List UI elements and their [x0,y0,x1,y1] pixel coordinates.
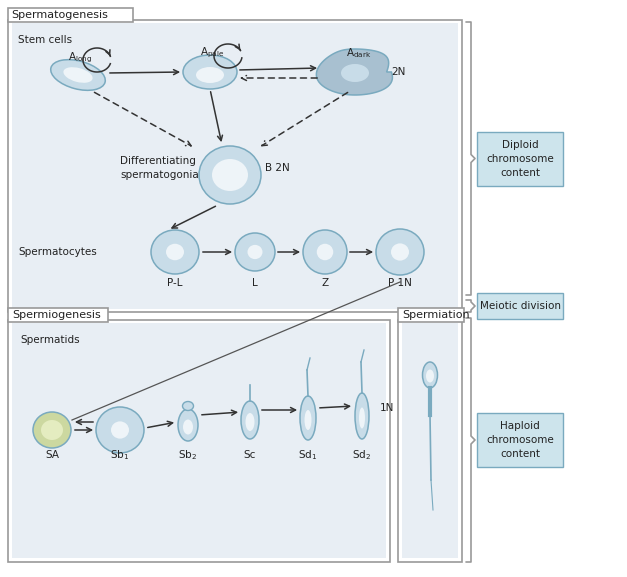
Ellipse shape [303,230,347,274]
FancyBboxPatch shape [8,20,462,312]
Text: Sd$_2$: Sd$_2$ [352,448,372,462]
Ellipse shape [111,421,129,439]
Ellipse shape [33,412,71,448]
Ellipse shape [391,243,409,261]
Text: SA: SA [45,450,59,460]
Text: Meiotic division: Meiotic division [480,301,561,311]
Text: Stem cells: Stem cells [18,35,72,45]
Text: Sc: Sc [244,450,256,460]
FancyBboxPatch shape [12,323,386,558]
Ellipse shape [317,243,333,260]
Text: Spermatocytes: Spermatocytes [18,247,97,257]
Polygon shape [317,49,393,95]
Text: 2N: 2N [391,67,406,77]
Text: Haploid
chromosome
content: Haploid chromosome content [486,421,554,459]
Ellipse shape [199,146,261,204]
FancyBboxPatch shape [402,323,458,558]
Ellipse shape [51,59,105,91]
Ellipse shape [196,67,224,83]
Ellipse shape [246,413,255,431]
Ellipse shape [63,67,93,83]
FancyBboxPatch shape [8,8,133,22]
Ellipse shape [41,420,63,440]
Text: P-L: P-L [167,278,182,288]
Ellipse shape [423,362,438,388]
Text: Spermatogenesis: Spermatogenesis [11,10,108,21]
FancyBboxPatch shape [477,293,563,319]
FancyBboxPatch shape [477,132,563,185]
Ellipse shape [426,369,434,383]
FancyBboxPatch shape [398,308,464,322]
Ellipse shape [151,230,199,274]
Ellipse shape [300,396,316,440]
Ellipse shape [212,159,248,191]
Text: Differentiating
spermatogonia: Differentiating spermatogonia [120,156,199,180]
Ellipse shape [355,393,369,439]
Ellipse shape [235,233,275,271]
Text: A$_\mathregular{long}$: A$_\mathregular{long}$ [68,51,92,65]
FancyBboxPatch shape [12,23,458,309]
Text: A$_\mathregular{dark}$: A$_\mathregular{dark}$ [346,46,371,60]
FancyBboxPatch shape [398,320,462,562]
FancyBboxPatch shape [8,320,390,562]
Text: 1N: 1N [380,403,394,413]
Ellipse shape [241,401,259,439]
FancyBboxPatch shape [8,308,108,322]
Ellipse shape [183,55,237,89]
Ellipse shape [182,402,194,410]
Text: A$_\mathregular{pale}$: A$_\mathregular{pale}$ [200,46,224,60]
Text: B 2N: B 2N [265,163,290,173]
Ellipse shape [341,64,369,82]
Ellipse shape [359,407,365,429]
Ellipse shape [96,407,144,453]
Ellipse shape [166,243,184,260]
FancyBboxPatch shape [477,413,563,467]
Ellipse shape [248,245,263,259]
Text: Spermiogenesis: Spermiogenesis [12,310,101,320]
Text: L: L [252,278,258,288]
Text: Sb$_1$: Sb$_1$ [110,448,130,462]
Text: Z: Z [322,278,329,288]
Ellipse shape [178,409,198,441]
Text: Sd$_1$: Sd$_1$ [298,448,318,462]
Text: Spermatids: Spermatids [20,335,80,345]
Text: Spermiation: Spermiation [402,310,470,320]
Text: Sb$_2$: Sb$_2$ [179,448,198,462]
Ellipse shape [305,410,312,430]
Ellipse shape [183,419,193,434]
Ellipse shape [376,229,424,275]
Text: Diploid
chromosome
content: Diploid chromosome content [486,140,554,178]
Text: P 1N: P 1N [388,278,412,288]
